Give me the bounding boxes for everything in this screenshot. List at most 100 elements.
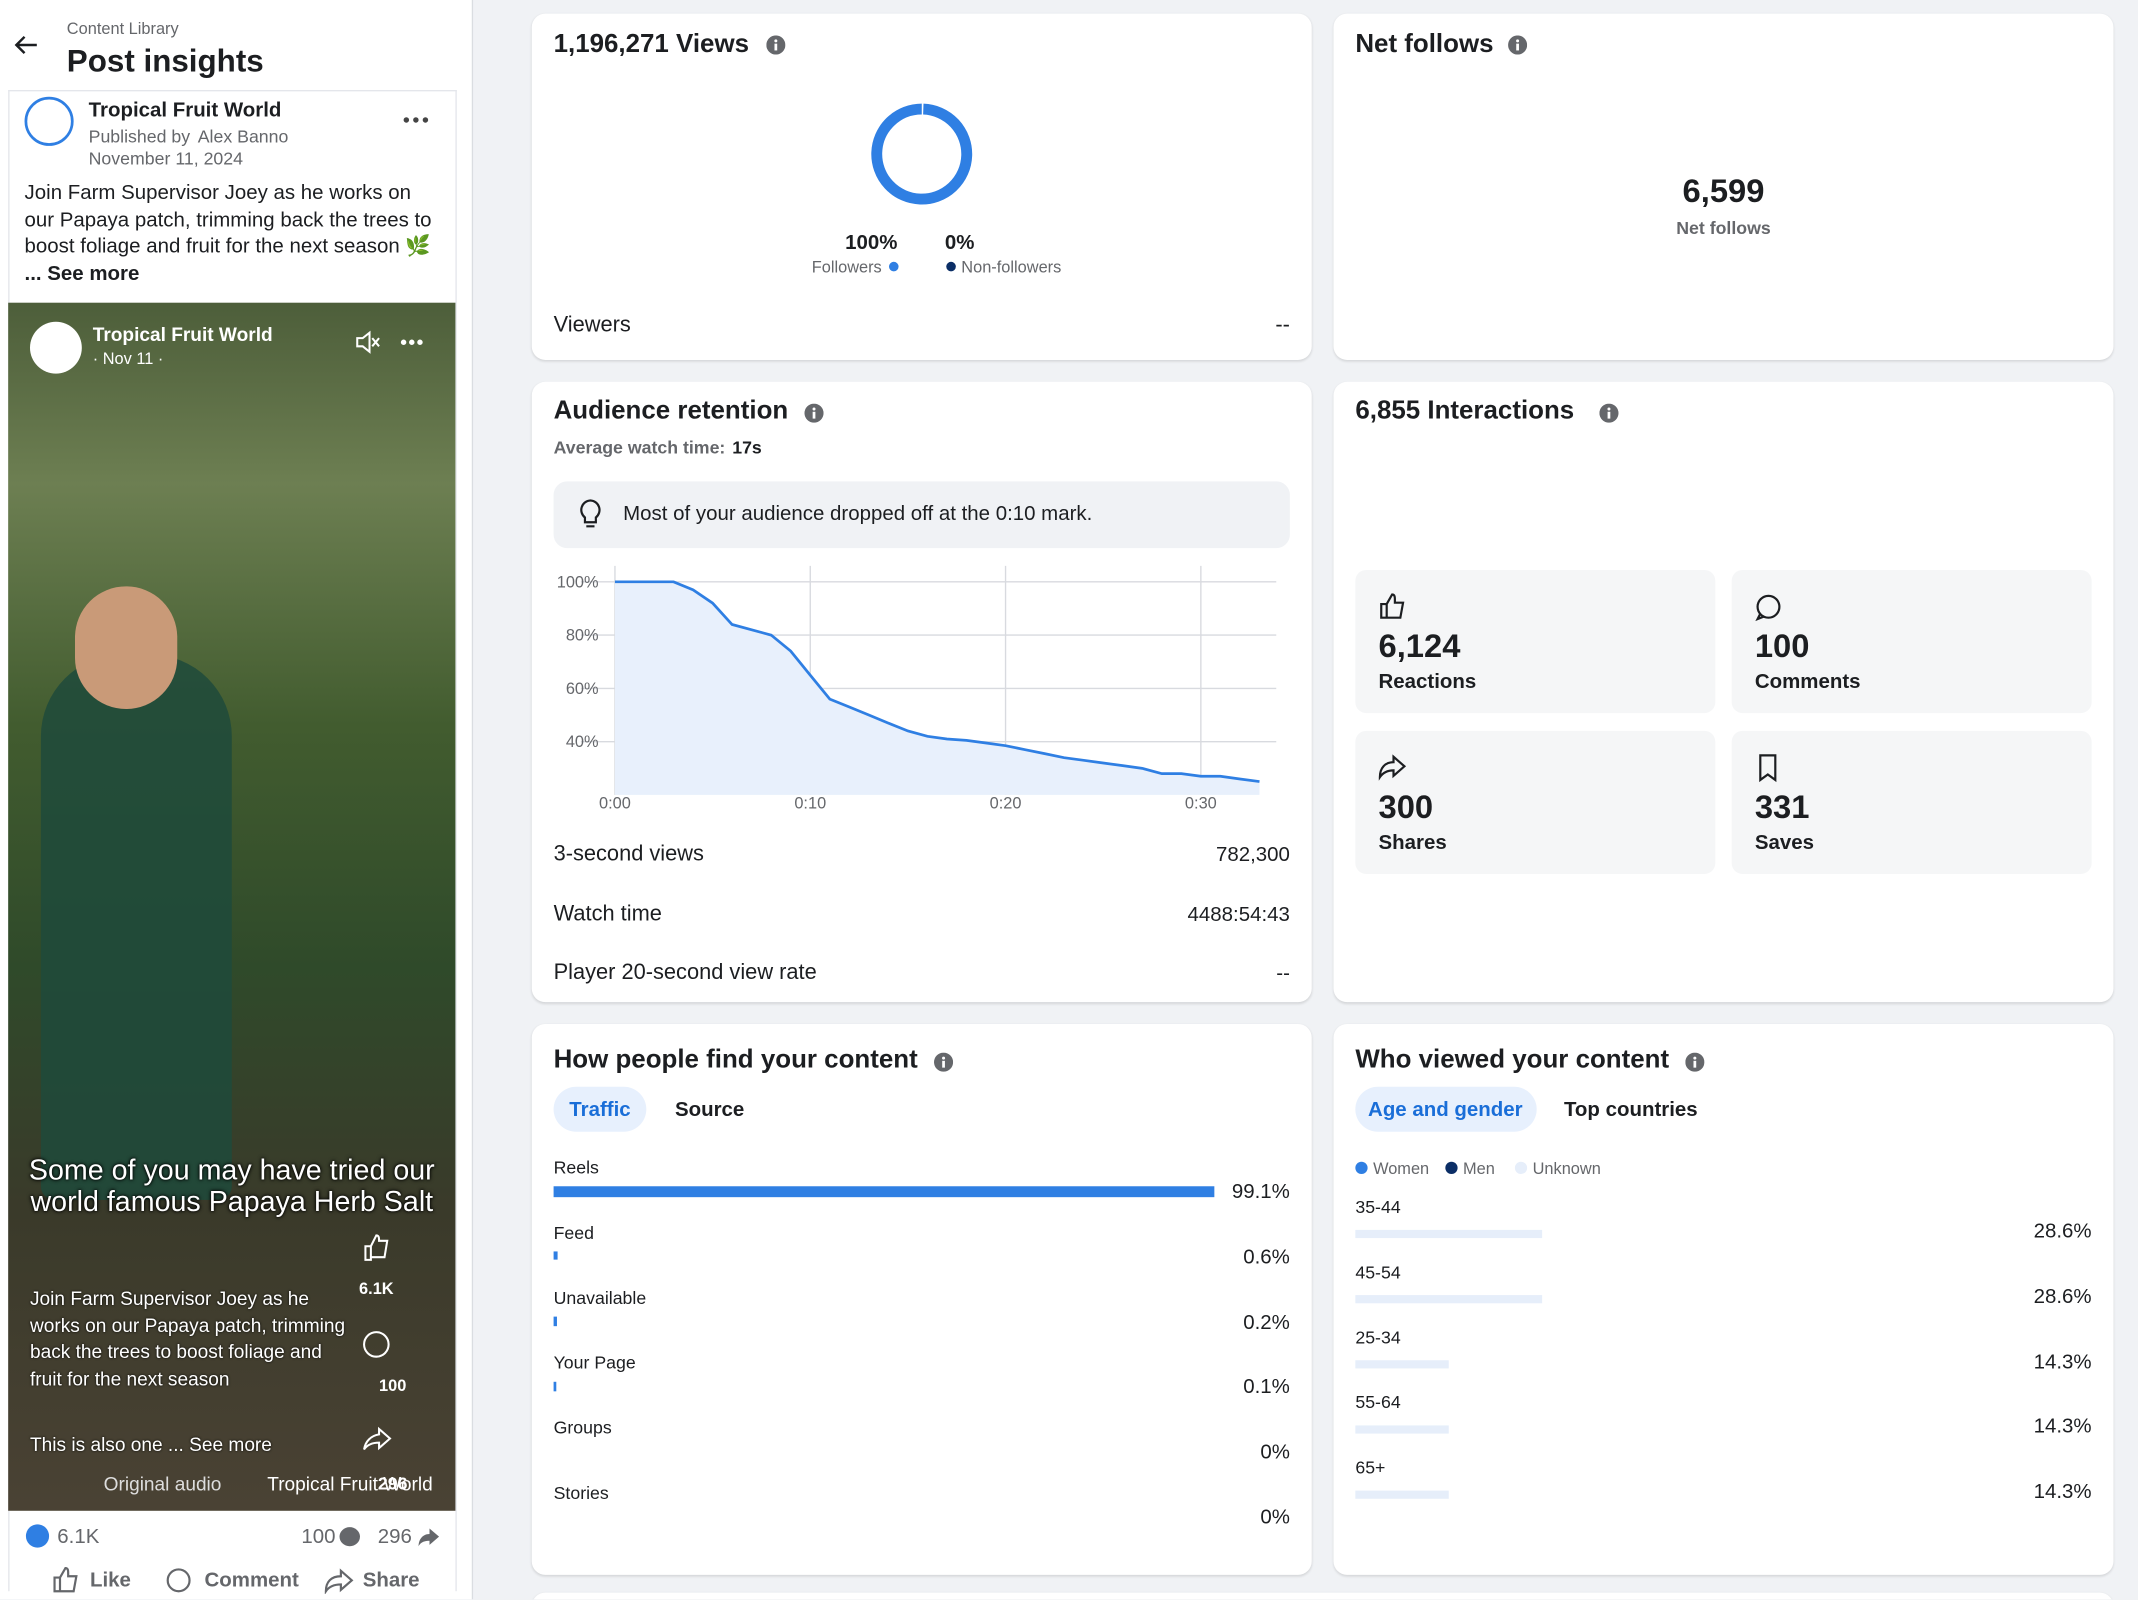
interaction-icon xyxy=(1378,754,1409,791)
category-label: 65+ xyxy=(1355,1457,1386,1478)
value-label: 14.3% xyxy=(2033,1480,2092,1504)
bar xyxy=(1355,1295,1543,1304)
nonfollowers-pct: 0% xyxy=(944,231,975,255)
video-shares: 296 xyxy=(377,1473,408,1494)
interactions-title: 6,855 Interactions xyxy=(1355,396,1575,426)
metric-label: 3-second views xyxy=(553,842,704,866)
bulb-icon xyxy=(580,499,601,528)
interaction-value: 6,124 xyxy=(1378,628,1461,666)
tab[interactable]: Top countries xyxy=(1563,1098,1698,1122)
tab[interactable]: Source xyxy=(674,1098,745,1122)
interaction-tile xyxy=(1355,569,1716,714)
interaction-label: Shares xyxy=(1378,831,1447,855)
views-card xyxy=(531,13,1312,360)
interaction-icon xyxy=(1379,593,1409,630)
avg-watch-label: Average watch time: xyxy=(553,437,726,458)
y-tick-label: 80% xyxy=(566,627,599,645)
info-icon[interactable] xyxy=(1599,403,1619,430)
see-more[interactable]: ... See more xyxy=(24,262,140,286)
avg-watch-value: 17s xyxy=(732,437,762,458)
info-icon[interactable] xyxy=(766,35,786,61)
video-see-more[interactable]: This is also one ... See more xyxy=(29,1433,272,1455)
category-label: Your Page xyxy=(553,1352,636,1373)
y-tick-label: 100% xyxy=(557,573,599,591)
value-label: 28.6% xyxy=(2033,1219,2092,1243)
followers-pct: 100% xyxy=(845,231,898,255)
find-card xyxy=(531,1024,1312,1575)
tab[interactable]: Traffic xyxy=(569,1098,631,1122)
net-follows-title: Net follows xyxy=(1355,29,1494,59)
retention-area xyxy=(614,581,1260,795)
x-tick-label: 0:00 xyxy=(599,795,631,813)
category-label: Reels xyxy=(553,1156,599,1178)
video-caption: Some of you may have tried our world fam… xyxy=(28,1154,435,1217)
x-tick-label: 0:10 xyxy=(794,795,826,813)
video-date: · Nov 11 · xyxy=(92,349,164,369)
share-action-icon xyxy=(324,1568,354,1594)
tab-active[interactable] xyxy=(1355,1086,1537,1132)
interaction-label: Saves xyxy=(1754,831,1814,855)
info-glyph xyxy=(1685,1052,1705,1072)
viewers-label: Viewers xyxy=(553,313,631,337)
bar xyxy=(553,1251,558,1260)
insight-box xyxy=(553,481,1290,549)
video-likes: 6.1K xyxy=(359,1278,394,1299)
interaction-value: 100 xyxy=(1754,628,1810,666)
post-text: Join Farm Supervisor Joey as he works on… xyxy=(24,181,432,258)
share-button[interactable]: Share xyxy=(362,1568,420,1592)
icon xyxy=(1759,754,1777,783)
interaction-value: 331 xyxy=(1754,789,1810,827)
info-icon[interactable] xyxy=(1508,35,1528,61)
share-count[interactable]: 296 xyxy=(377,1525,412,1549)
metric-value: -- xyxy=(1276,961,1290,986)
category-label: Groups xyxy=(553,1417,612,1439)
interaction-tile xyxy=(1731,730,2092,875)
metric-label: Player 20-second view rate xyxy=(553,961,817,985)
value-label: 14.3% xyxy=(2033,1415,2092,1439)
comment-button[interactable]: Comment xyxy=(204,1568,299,1592)
more-button[interactable] xyxy=(401,115,431,126)
tab-active[interactable] xyxy=(553,1086,647,1132)
next-card xyxy=(531,1592,2114,1600)
bar xyxy=(1355,1229,1543,1239)
breadcrumb[interactable]: Content Library xyxy=(66,19,179,39)
nonfollowers-label: Non-followers xyxy=(961,257,1062,277)
author[interactable]: Alex Banno xyxy=(197,126,289,147)
category-label: 35-44 xyxy=(1355,1196,1401,1217)
info-icon[interactable] xyxy=(804,403,824,430)
net-follows-value: 6,599 xyxy=(1682,173,1765,210)
interaction-value: 300 xyxy=(1378,789,1434,827)
value-label: 0.6% xyxy=(1243,1245,1290,1269)
bar xyxy=(1355,1425,1449,1434)
video-page-name: Tropical Fruit World xyxy=(92,323,273,345)
who-title: Who viewed your content xyxy=(1355,1045,1670,1075)
legend-label: Unknown xyxy=(1532,1158,1601,1179)
retention-line xyxy=(614,580,1260,783)
value-label: 28.6% xyxy=(2033,1284,2092,1309)
back-button[interactable] xyxy=(14,34,39,56)
value-label: 99.1% xyxy=(1231,1180,1290,1204)
video-face xyxy=(74,586,178,710)
value-label: 0% xyxy=(1260,1440,1290,1464)
page-name[interactable]: Tropical Fruit World xyxy=(88,98,282,123)
category-label: 55-64 xyxy=(1355,1392,1401,1413)
comment-count[interactable]: 100 xyxy=(301,1525,336,1549)
category-label: Feed xyxy=(553,1222,595,1243)
legend-dot xyxy=(1355,1161,1368,1174)
interaction-icon xyxy=(1755,754,1785,791)
category-label: Stories xyxy=(553,1482,609,1504)
tab[interactable]: Age and gender xyxy=(1368,1098,1523,1122)
like-badge xyxy=(25,1524,50,1548)
video-side-icons[interactable] xyxy=(360,1230,393,1462)
like-button[interactable]: Like xyxy=(89,1568,131,1592)
legend-dot xyxy=(946,261,956,272)
info-icon[interactable] xyxy=(1685,1052,1705,1079)
audio-page: Tropical Fruit World xyxy=(267,1472,433,1495)
avatar xyxy=(24,96,74,146)
video-controls[interactable] xyxy=(355,330,437,355)
reaction-count[interactable]: 6.1K xyxy=(57,1525,100,1549)
info-icon[interactable] xyxy=(934,1052,954,1079)
legend-dot xyxy=(1514,1161,1528,1174)
